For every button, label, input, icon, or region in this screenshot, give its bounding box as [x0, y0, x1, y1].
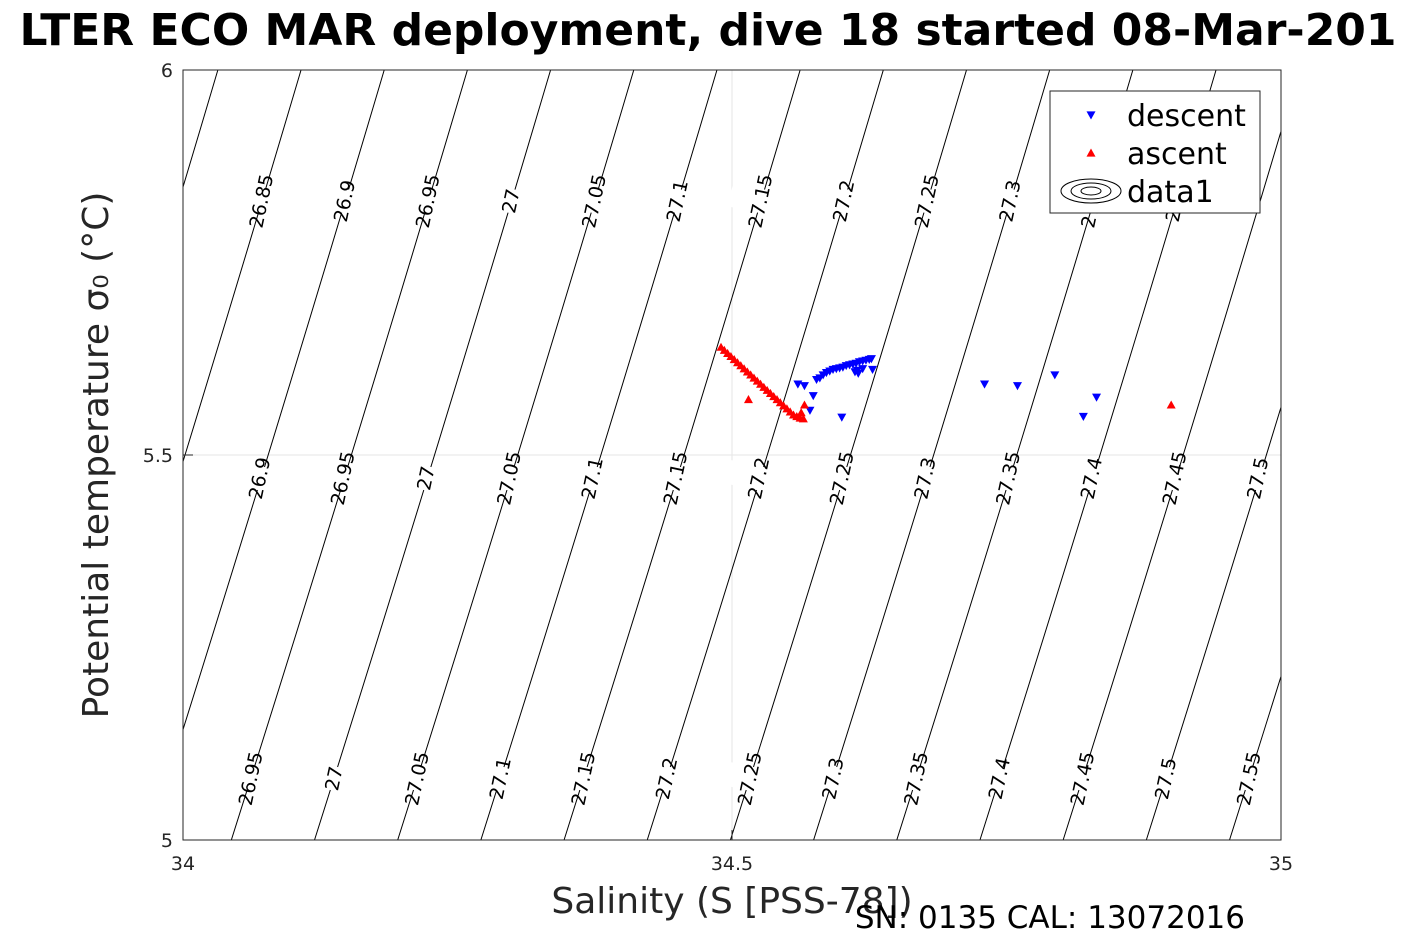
descent-marker	[799, 382, 809, 391]
contour-label-background	[227, 460, 291, 497]
contour-label-background	[726, 460, 791, 497]
density-contour-line	[1145, 405, 1281, 840]
legend-box	[1049, 90, 1261, 214]
contour-label-background	[467, 760, 532, 797]
contour-label-background	[1133, 760, 1198, 797]
axis-ticks: 34 34.5 35 5 5.5 6	[143, 60, 1293, 875]
descent-marker	[837, 413, 847, 422]
density-contour-line	[1229, 674, 1281, 840]
contour-label-background	[967, 760, 1031, 797]
x-tick-label: 35	[1269, 853, 1293, 875]
descent-marker	[866, 355, 876, 364]
chart-title: LTER ECO MAR deployment, dive 18 started…	[19, 5, 1396, 56]
contour-label-background	[229, 182, 293, 219]
descent-marker	[980, 380, 990, 389]
contour-label: 27	[413, 464, 440, 492]
contour-label-background	[384, 760, 449, 797]
contour-label-background	[811, 182, 876, 219]
ascent-marker	[798, 414, 808, 423]
y-tick-label: 6	[161, 60, 173, 82]
density-contour-line	[183, 70, 219, 189]
ascent-marker	[796, 408, 806, 417]
contour-label-background	[809, 460, 874, 497]
serial-calibration-footer: SN: 0135 CAL: 13072016	[855, 900, 1245, 936]
legend-label-data1: data1	[1127, 175, 1214, 210]
x-tick-label: 34.5	[711, 853, 753, 875]
contour-label-background	[728, 182, 792, 219]
contour-label-background	[312, 182, 376, 219]
x-tick-label: 34	[171, 853, 195, 875]
density-contour-line	[813, 70, 1051, 840]
density-contour-line	[729, 70, 967, 840]
contour-label-background	[1059, 460, 1123, 497]
contour-label-background	[310, 460, 375, 497]
y-tick-label: 5.5	[143, 445, 173, 467]
contour-labels: 26.85 26.9 26.95 27 27.05 27.1 27.15 27.2 27.25 2…	[218, 172, 1290, 808]
descent-marker	[1078, 412, 1088, 421]
contour-label-background	[395, 182, 460, 219]
contour-label-background	[883, 760, 948, 797]
density-contour-line	[230, 70, 468, 840]
contour-label-background	[1050, 760, 1114, 797]
data-markers	[716, 342, 1176, 423]
contour-label-background	[478, 182, 543, 219]
contour-label-background	[301, 760, 366, 797]
legend-label-ascent: ascent	[1127, 137, 1227, 172]
y-axis-label: Potential temperature σ₀ (°C)	[76, 192, 117, 719]
contour-label-background	[892, 460, 957, 497]
density-contour-line	[563, 70, 801, 840]
density-contour-line	[1313, 70, 1417, 840]
contour-label-background	[218, 760, 283, 797]
contour-label: 27	[321, 764, 348, 792]
contour-label-background	[644, 182, 709, 219]
contour-label-background	[1225, 460, 1290, 497]
descent-marker	[805, 406, 815, 415]
legend-contour-swatch	[1080, 186, 1102, 196]
contour-label-background	[476, 460, 541, 497]
ascent-marker	[799, 400, 809, 409]
density-contour-line	[1062, 129, 1281, 840]
descent-marker	[1050, 371, 1060, 380]
contour-label-background	[634, 760, 698, 797]
contour-label-background	[1216, 760, 1281, 797]
descent-marker	[1012, 382, 1022, 391]
descent-marker	[1092, 393, 1102, 402]
density-contour-line	[397, 70, 635, 840]
descent-marker	[852, 366, 862, 375]
density-contour-line	[646, 70, 884, 840]
contour-label-background	[977, 182, 1042, 219]
ascent-marker	[1166, 400, 1176, 409]
density-contour-line	[480, 70, 718, 840]
contour-label-background	[393, 460, 458, 497]
legend-contour-swatch	[1070, 182, 1112, 200]
contour-label: 27	[498, 187, 525, 215]
descent-marker	[808, 392, 818, 401]
legend-label-descent: descent	[1127, 99, 1246, 134]
contour-label-background	[559, 460, 624, 497]
contour-label-background	[975, 460, 1040, 497]
contour-label-background	[894, 182, 959, 219]
density-contour-line	[314, 70, 552, 840]
contour-label-background	[561, 182, 626, 219]
x-axis-label: Salinity (S [PSS-78])	[551, 881, 912, 922]
density-contour-line	[0, 70, 51, 840]
contour-label-background	[800, 760, 865, 797]
contour-label-background	[643, 460, 707, 497]
legend-contour-swatch	[1060, 178, 1122, 204]
contour-label-background	[551, 760, 615, 797]
descent-marker	[868, 365, 878, 375]
density-contour-line	[1396, 70, 1417, 840]
legend-descent-swatch	[1086, 111, 1096, 120]
ascent-marker	[743, 395, 753, 404]
contour-label-background	[1142, 460, 1206, 497]
y-tick-label: 5	[161, 830, 173, 852]
descent-marker	[793, 380, 803, 389]
contour-label-background	[717, 760, 782, 797]
legend-ascent-swatch	[1086, 148, 1096, 157]
